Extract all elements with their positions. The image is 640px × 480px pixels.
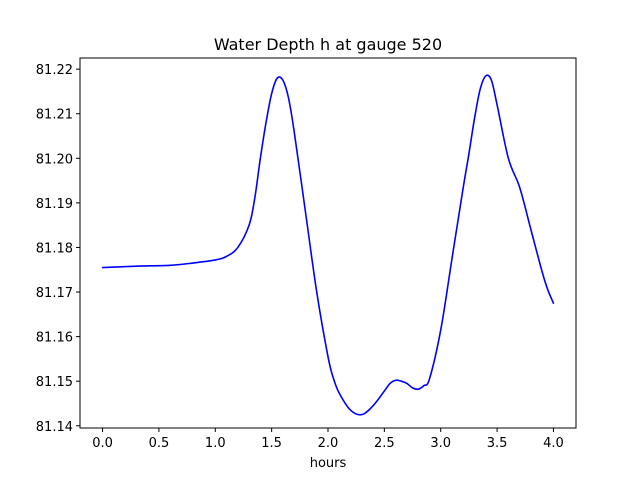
x-axis-ticks: 0.0 0.5 1.0 1.5 2.0 2.5 3.0 3.5 4.0 bbox=[92, 428, 564, 451]
x-tick-label: 3.0 bbox=[430, 436, 451, 451]
x-axis-label: hours bbox=[310, 456, 347, 471]
x-tick-label: 0.5 bbox=[149, 436, 170, 451]
x-tick-label: 2.5 bbox=[374, 436, 395, 451]
x-tick-label: 4.0 bbox=[543, 436, 564, 451]
y-tick-label: 81.16 bbox=[36, 331, 73, 346]
x-tick-label: 0.0 bbox=[92, 436, 113, 451]
x-tick-label: 1.5 bbox=[261, 436, 282, 451]
y-tick-label: 81.19 bbox=[36, 197, 73, 212]
plot-area-frame bbox=[79, 57, 577, 429]
y-tick-label: 81.18 bbox=[36, 241, 73, 256]
y-tick-label: 81.20 bbox=[36, 152, 73, 167]
y-tick-label: 81.22 bbox=[36, 63, 73, 78]
water-depth-line bbox=[101, 74, 555, 416]
y-tick-label: 81.14 bbox=[36, 420, 73, 435]
y-tick-label: 81.17 bbox=[36, 286, 73, 301]
y-tick-label: 81.21 bbox=[36, 108, 73, 123]
x-tick-label: 2.0 bbox=[318, 436, 339, 451]
y-axis-ticks: 81.14 81.15 81.16 81.17 81.18 81.19 81.20 81.21… bbox=[36, 63, 80, 435]
chart-title: Water Depth h at gauge 520 bbox=[214, 35, 442, 54]
x-tick-label: 3.5 bbox=[487, 436, 508, 451]
y-tick-label: 81.15 bbox=[36, 375, 73, 390]
x-tick-label: 1.0 bbox=[205, 436, 226, 451]
